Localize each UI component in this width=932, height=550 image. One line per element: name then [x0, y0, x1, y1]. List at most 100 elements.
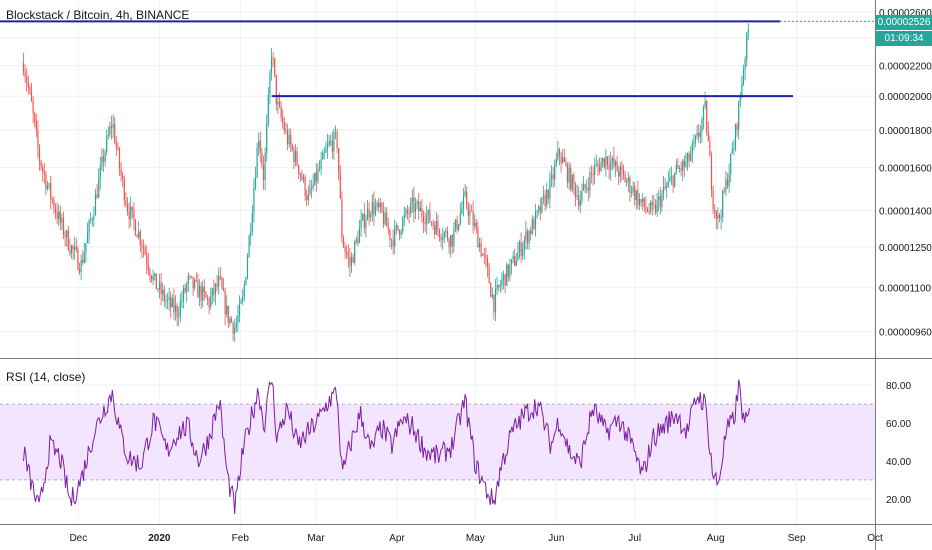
- candle-body: [181, 300, 183, 302]
- candle-body: [670, 175, 673, 178]
- candle-body: [506, 264, 508, 286]
- candle-body: [206, 297, 209, 299]
- price-axis-label: 0.00001100: [879, 284, 932, 295]
- candle-body: [203, 286, 205, 293]
- candle-body: [98, 178, 100, 198]
- candle-body: [272, 57, 274, 59]
- candle-body: [485, 254, 487, 259]
- candle-body: [411, 197, 413, 203]
- candle-body: [720, 217, 722, 219]
- candle-body: [314, 172, 316, 185]
- candle-body: [176, 305, 178, 318]
- candle-body: [157, 289, 159, 290]
- candle-body: [693, 141, 695, 144]
- candle-body: [464, 191, 466, 196]
- candle-body: [363, 213, 365, 229]
- candle-body: [282, 117, 284, 123]
- candle-body: [117, 146, 119, 149]
- candle-body: [573, 175, 575, 185]
- candle-body: [109, 126, 111, 135]
- candle-body: [211, 288, 213, 297]
- candle-body: [619, 166, 621, 177]
- candle-body: [318, 168, 321, 170]
- candle-body: [110, 126, 113, 128]
- candle-body: [315, 172, 317, 182]
- candle-body: [626, 181, 628, 183]
- candle-body: [30, 90, 33, 102]
- candle-body: [72, 245, 74, 250]
- candle-body: [147, 262, 149, 270]
- candle-body: [605, 156, 607, 168]
- candle-body: [251, 213, 253, 233]
- candle-body: [325, 149, 327, 153]
- time-axis-label: Aug: [707, 533, 725, 544]
- candle-body: [82, 260, 84, 263]
- candle-body: [235, 323, 237, 329]
- price-axis-label: 0.00000960: [879, 327, 932, 338]
- candle-body: [85, 243, 87, 253]
- candle-body: [165, 300, 167, 302]
- candle-body: [630, 192, 633, 193]
- candle-body: [696, 132, 698, 137]
- candle-body: [394, 227, 396, 247]
- candle-body: [338, 148, 340, 175]
- candle-body: [38, 147, 41, 162]
- candle-body: [22, 62, 25, 73]
- candle-body: [563, 157, 565, 162]
- candle-body: [558, 149, 561, 156]
- candle-body: [67, 230, 69, 250]
- candle-body: [99, 166, 101, 179]
- candle-body: [37, 130, 39, 148]
- candle-body: [122, 175, 124, 179]
- candle-body: [213, 288, 215, 295]
- candle-body: [592, 173, 594, 175]
- candle-body: [669, 177, 671, 182]
- candle-body: [64, 235, 66, 238]
- candle-body: [440, 236, 442, 240]
- candle-body: [381, 202, 383, 212]
- candle-body: [56, 212, 58, 219]
- rsi-indicator-label[interactable]: RSI (14, close): [6, 370, 86, 384]
- candle-body: [422, 216, 425, 223]
- candle-body: [179, 301, 181, 317]
- time-axis-label: Jul: [628, 533, 641, 544]
- candle-body: [373, 201, 375, 215]
- candle-body: [118, 148, 121, 169]
- candle-body: [536, 210, 538, 212]
- candle-body: [387, 226, 389, 230]
- candle-body: [571, 175, 573, 190]
- candle-body: [688, 153, 690, 161]
- candle-body: [389, 229, 391, 241]
- candle-body: [578, 195, 580, 206]
- candle-body: [746, 33, 748, 60]
- candle-body: [667, 181, 669, 186]
- candle-body: [654, 204, 657, 213]
- candle-body: [507, 264, 509, 277]
- candle-body: [366, 208, 369, 221]
- candle-body: [352, 256, 354, 263]
- candle-body: [557, 149, 559, 160]
- candle-body: [270, 57, 273, 74]
- candle-body: [734, 124, 737, 148]
- candle-body: [88, 220, 90, 233]
- candle-body: [646, 209, 649, 212]
- candle-body: [288, 134, 290, 145]
- candle-body: [123, 178, 125, 201]
- candle-body: [75, 246, 77, 250]
- candle-body: [525, 231, 527, 241]
- candle-body: [582, 184, 585, 191]
- candle-body: [650, 202, 652, 212]
- candle-body: [46, 185, 49, 189]
- candle-body: [550, 174, 553, 179]
- candle-body: [539, 206, 541, 213]
- bar-countdown-tag: 01:09:34: [876, 31, 932, 46]
- candle-body: [221, 278, 223, 289]
- candle-body: [523, 240, 525, 249]
- candle-body: [606, 156, 609, 166]
- candle-body: [459, 213, 461, 225]
- candle-body: [365, 220, 367, 229]
- candle-body: [739, 95, 741, 102]
- candle-body: [174, 305, 177, 312]
- time-axis-label: Mar: [307, 533, 325, 544]
